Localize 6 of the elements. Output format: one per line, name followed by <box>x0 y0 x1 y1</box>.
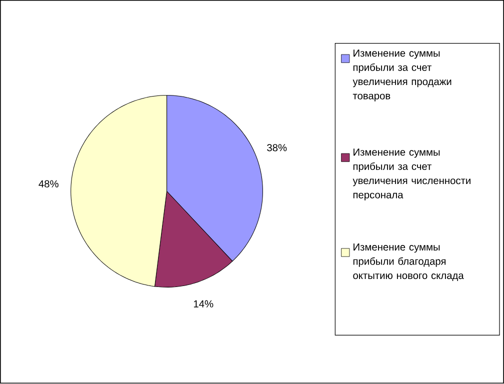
legend-label: Изменение суммы прибыли благодаря октытию нового склада <box>353 244 464 282</box>
data-label: 14% <box>194 300 214 308</box>
data-label: 38% <box>267 144 287 152</box>
legend-label: Изменение суммы прибыли за счет увеличения численности персонала <box>352 148 470 201</box>
legend-label: Изменение суммы прибыли за счет увеличения продажи товаров <box>352 50 452 102</box>
data-label: 48% <box>38 180 58 188</box>
